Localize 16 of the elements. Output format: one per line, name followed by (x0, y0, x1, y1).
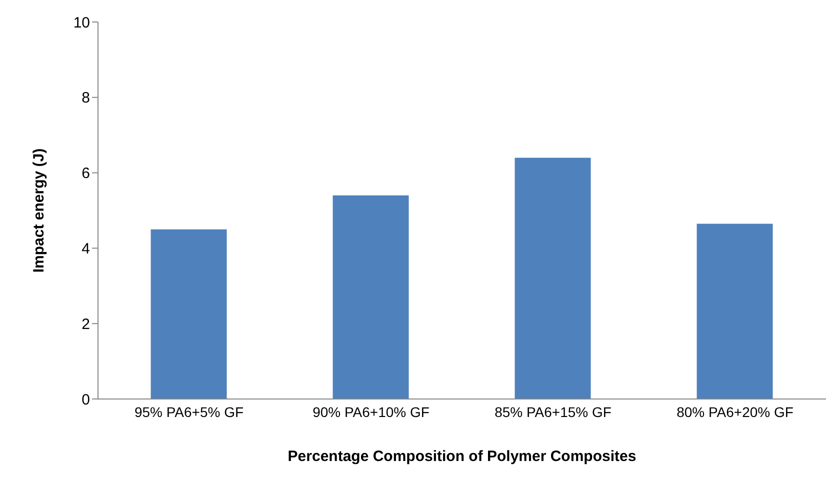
bar (696, 224, 773, 399)
y-axis-title: Impact energy (J) (30, 148, 48, 273)
bar (150, 229, 227, 399)
y-tick-label: 2 (82, 316, 90, 333)
y-tick-label: 0 (82, 391, 90, 408)
y-tick-label: 8 (82, 90, 90, 107)
bar (514, 158, 591, 399)
x-axis-title: Percentage Composition of Polymer Composites (288, 448, 636, 465)
y-tick-label: 10 (73, 14, 90, 32)
y-tick-label: 4 (82, 240, 90, 258)
x-tick-label: 95% PA6+5% GF (134, 404, 244, 420)
x-tick-label: 85% PA6+15% GF (494, 404, 612, 420)
y-tick-label: 6 (82, 165, 90, 182)
x-tick-label: 90% PA6+10% GF (312, 404, 430, 420)
bar (332, 195, 409, 399)
x-tick-label: 80% PA6+20% GF (676, 404, 794, 420)
